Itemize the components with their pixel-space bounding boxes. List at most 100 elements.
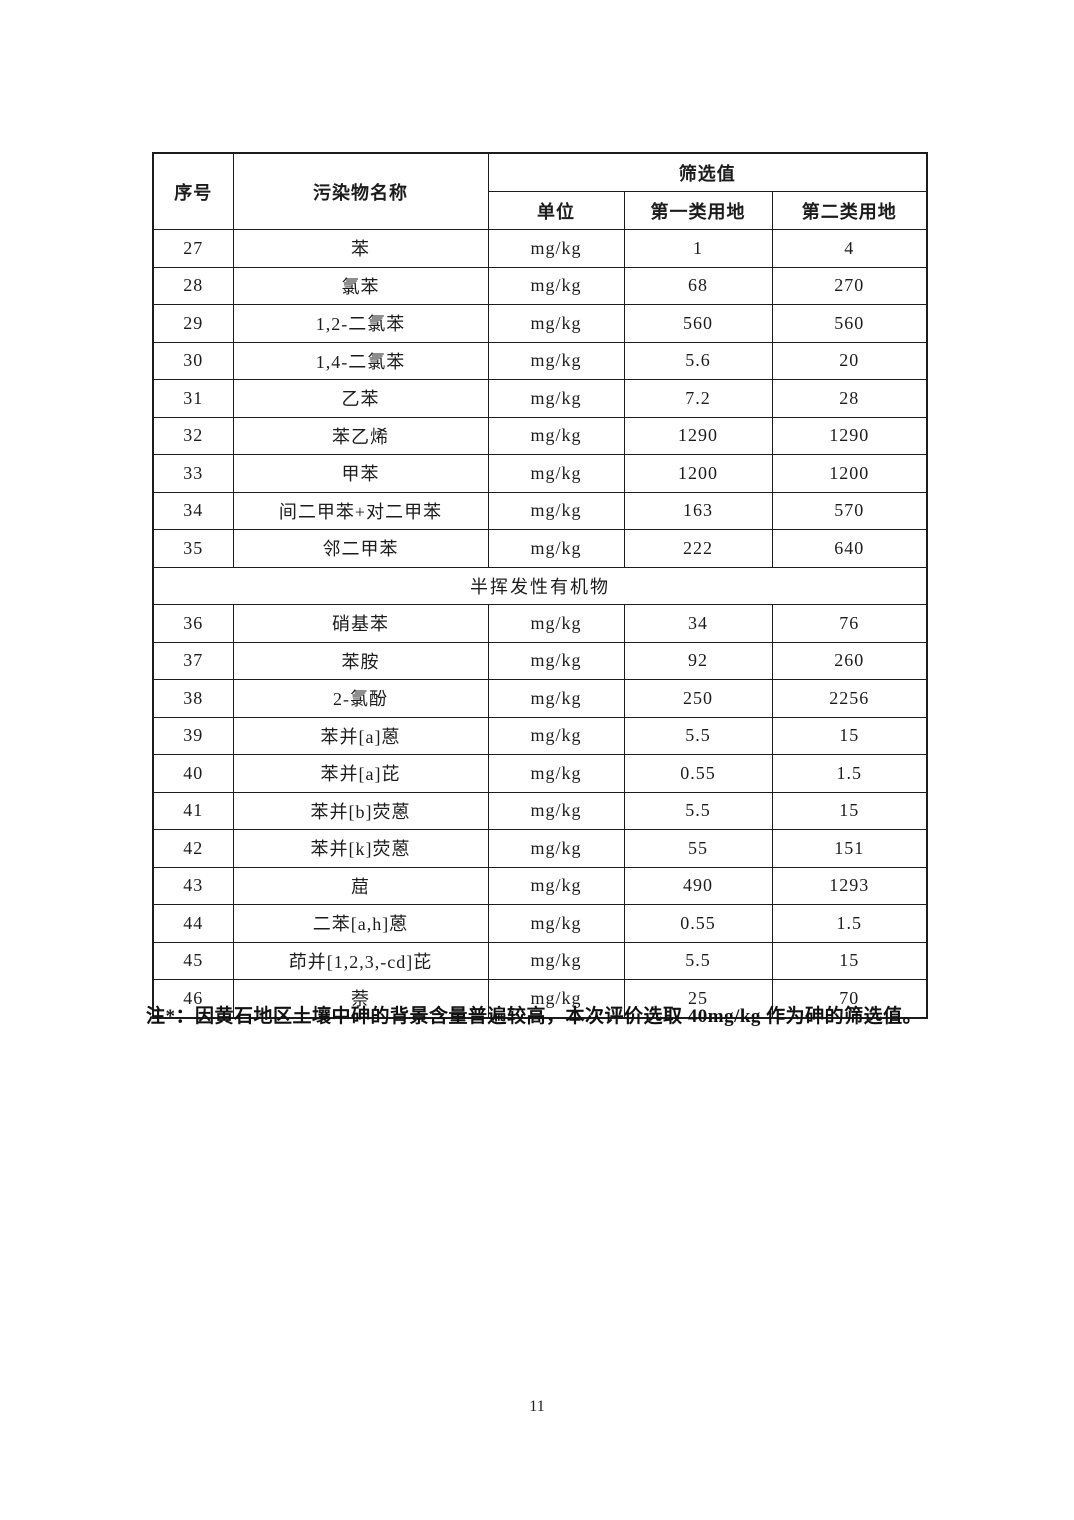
cell-unit: mg/kg [487, 379, 625, 418]
cell-unit: mg/kg [487, 416, 625, 455]
table-row: 42 苯并[k]荧蒽 mg/kg 55 151 [152, 829, 928, 868]
cell-pollutant-name: 二苯[a,h]蒽 [232, 904, 489, 943]
cell-land-type-1: 7.2 [623, 379, 773, 418]
cell-land-type-1: 5.6 [623, 341, 773, 380]
table-row: 38 2-氯酚 mg/kg 250 2256 [152, 679, 928, 718]
page-number: 11 [529, 1398, 545, 1415]
cell-pollutant-name: 邻二甲苯 [232, 529, 489, 568]
table-row: 36 硝基苯 mg/kg 34 76 [152, 604, 928, 643]
cell-pollutant-name: 苯并[b]荧蒽 [232, 791, 489, 830]
table-row: 32 苯乙烯 mg/kg 1290 1290 [152, 416, 928, 455]
cell-index: 35 [152, 529, 234, 568]
header-row-1: 序号 污染物名称 筛选值 [152, 152, 928, 230]
cell-index: 28 [152, 266, 234, 305]
footnote: 注*：因黄石地区土壤中砷的背景含量普遍较高，本次评价选取 40mg/kg 作为砷… [146, 1006, 923, 1027]
cell-index: 46 [152, 979, 234, 1018]
cell-pollutant-name: 甲苯 [232, 454, 489, 493]
table-row: 27 苯 mg/kg 1 4 [152, 229, 928, 268]
cell-unit: mg/kg [487, 904, 625, 943]
cell-land-type-1: 25 [623, 979, 773, 1018]
header-screening-value: 筛选值 [487, 152, 928, 192]
cell-land-type-2: 28 [771, 379, 928, 418]
cell-land-type-2: 15 [771, 791, 928, 830]
cell-land-type-1: 163 [623, 491, 773, 530]
cell-land-type-1: 1200 [623, 454, 773, 493]
cell-unit: mg/kg [487, 454, 625, 493]
cell-land-type-2: 260 [771, 641, 928, 680]
cell-land-type-1: 250 [623, 679, 773, 718]
cell-unit: mg/kg [487, 229, 625, 268]
cell-pollutant-name: 硝基苯 [232, 604, 489, 643]
cell-land-type-1: 490 [623, 866, 773, 905]
cell-land-type-1: 1 [623, 229, 773, 268]
cell-land-type-2: 76 [771, 604, 928, 643]
cell-pollutant-name: 茚并[1,2,3,-cd]芘 [232, 941, 489, 980]
table-row: 45 茚并[1,2,3,-cd]芘 mg/kg 5.5 15 [152, 941, 928, 980]
cell-index: 43 [152, 866, 234, 905]
cell-unit: mg/kg [487, 866, 625, 905]
cell-unit: mg/kg [487, 266, 625, 305]
cell-pollutant-name: 䓛 [232, 866, 489, 905]
header-pollutant-name: 污染物名称 [232, 152, 489, 230]
cell-land-type-1: 0.55 [623, 754, 773, 793]
table-row: 41 苯并[b]荧蒽 mg/kg 5.5 15 [152, 791, 928, 830]
cell-pollutant-name: 乙苯 [232, 379, 489, 418]
cell-index: 33 [152, 454, 234, 493]
table-row: 29 1,2-二氯苯 mg/kg 560 560 [152, 304, 928, 343]
cell-pollutant-name: 苯乙烯 [232, 416, 489, 455]
cell-land-type-1: 68 [623, 266, 773, 305]
cell-index: 38 [152, 679, 234, 718]
cell-index: 41 [152, 791, 234, 830]
header-row-2: 单位 第一类用地 第二类用地 [153, 191, 928, 230]
section-row: 半挥发性有机物 [152, 566, 928, 605]
header-unit: 单位 [487, 191, 625, 230]
table-row: 31 乙苯 mg/kg 7.2 28 [152, 379, 928, 418]
cell-index: 37 [152, 641, 234, 680]
cell-unit: mg/kg [487, 791, 625, 830]
cell-index: 42 [152, 829, 234, 868]
cell-index: 40 [152, 754, 234, 793]
cell-land-type-2: 1.5 [771, 754, 928, 793]
header-land-type-2: 第二类用地 [771, 191, 928, 230]
cell-land-type-1: 560 [623, 304, 773, 343]
cell-land-type-1: 5.5 [623, 716, 773, 755]
cell-index: 36 [152, 604, 234, 643]
cell-land-type-1: 55 [623, 829, 773, 868]
table-row: 39 苯并[a]蒽 mg/kg 5.5 15 [152, 716, 928, 755]
cell-pollutant-name: 2-氯酚 [232, 679, 489, 718]
cell-unit: mg/kg [487, 754, 625, 793]
cell-unit: mg/kg [487, 604, 625, 643]
cell-land-type-2: 4 [771, 229, 928, 268]
cell-unit: mg/kg [487, 341, 625, 380]
cell-unit: mg/kg [487, 829, 625, 868]
cell-land-type-2: 1200 [771, 454, 928, 493]
cell-index: 45 [152, 941, 234, 980]
cell-land-type-2: 1293 [771, 866, 928, 905]
cell-pollutant-name: 苯 [232, 229, 489, 268]
table-row: 40 苯并[a]芘 mg/kg 0.55 1.5 [152, 754, 928, 793]
table-row: 30 1,4-二氯苯 mg/kg 5.6 20 [152, 341, 928, 380]
cell-land-type-1: 92 [623, 641, 773, 680]
cell-pollutant-name: 氯苯 [232, 266, 489, 305]
cell-land-type-2: 640 [771, 529, 928, 568]
cell-unit: mg/kg [487, 491, 625, 530]
cell-land-type-1: 5.5 [623, 791, 773, 830]
cell-land-type-1: 5.5 [623, 941, 773, 980]
cell-index: 29 [152, 304, 234, 343]
cell-pollutant-name: 苯胺 [232, 641, 489, 680]
cell-land-type-1: 1290 [623, 416, 773, 455]
cell-land-type-2: 560 [771, 304, 928, 343]
cell-index: 30 [152, 341, 234, 380]
cell-unit: mg/kg [487, 529, 625, 568]
table-row: 44 二苯[a,h]蒽 mg/kg 0.55 1.5 [152, 904, 928, 943]
cell-land-type-2: 1.5 [771, 904, 928, 943]
cell-unit: mg/kg [487, 679, 625, 718]
cell-land-type-2: 270 [771, 266, 928, 305]
table-row: 34 间二甲苯+对二甲苯 mg/kg 163 570 [152, 491, 928, 530]
cell-land-type-2: 20 [771, 341, 928, 380]
table-row: 33 甲苯 mg/kg 1200 1200 [152, 454, 928, 493]
header-index: 序号 [152, 152, 234, 230]
header-land-type-1: 第一类用地 [623, 191, 773, 230]
pollutant-screening-table: 序号 污染物名称 筛选值 单位 第一类用地 第二类用地 27 苯 mg/kg 1 4 28… [152, 152, 929, 1019]
